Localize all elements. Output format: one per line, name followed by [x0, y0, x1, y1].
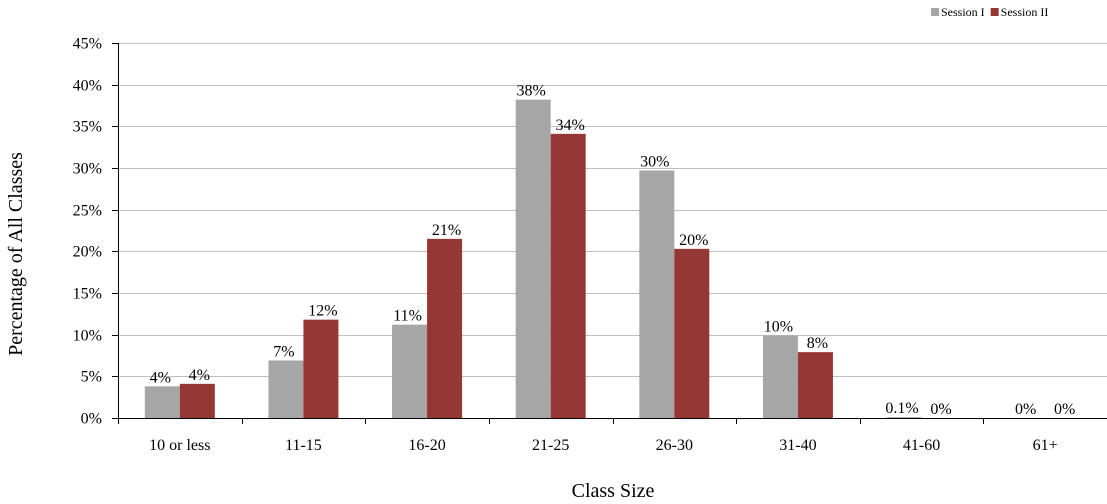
y-tick-label: 45%: [73, 36, 102, 53]
category-label: 16-20: [408, 437, 445, 454]
bar: [674, 248, 710, 418]
category-label: 31-40: [779, 437, 816, 454]
legend-label: Session II: [1001, 5, 1049, 19]
bars: [144, 99, 922, 419]
data-label: 34%: [556, 117, 585, 134]
bar: [303, 319, 339, 418]
data-label: 0%: [1054, 401, 1075, 418]
category-label: 11-15: [285, 437, 322, 454]
y-tick-label: 0%: [81, 411, 102, 428]
axes: 0% 5% 10% 15% 20% 25% 30% 35% 40% 45% 10 or less 11…: [73, 36, 1107, 454]
data-label: 4%: [189, 367, 210, 384]
y-tick-label: 10%: [73, 328, 102, 345]
bar: [639, 170, 675, 418]
y-tick-label: 25%: [73, 203, 102, 220]
bar: [392, 324, 428, 418]
bar: [515, 99, 551, 419]
data-label: 21%: [432, 222, 461, 239]
category-label: 26-30: [656, 437, 693, 454]
data-label: 30%: [640, 154, 669, 171]
category-label: 41-60: [903, 437, 940, 454]
category-label: 21-25: [532, 437, 569, 454]
x-axis-title: Class Size: [572, 480, 655, 502]
data-label: 7%: [273, 344, 294, 361]
y-tick-label: 5%: [81, 369, 102, 386]
bar: [762, 335, 798, 418]
data-labels: 4% 7% 11% 38% 30% 10% 0.1% 0% 4% 12% 21% 34% 20% 8% 0%…: [150, 83, 1076, 418]
gridlines: [118, 43, 1107, 377]
bar: [144, 386, 180, 418]
data-label: 20%: [679, 232, 708, 249]
y-tick-label: 20%: [73, 244, 102, 261]
bar: [427, 238, 463, 418]
y-axis-title: Percentage of All Classes: [5, 152, 27, 356]
y-tick-label: 40%: [73, 78, 102, 95]
y-tick-label: 30%: [73, 161, 102, 178]
y-tick-label: 15%: [73, 286, 102, 303]
legend-label: Session I: [941, 5, 985, 19]
data-label: 10%: [764, 319, 793, 336]
legend-swatch: [990, 8, 999, 16]
category-label: 10 or less: [149, 437, 210, 454]
bar: [797, 352, 833, 418]
y-tick-label: 35%: [73, 119, 102, 136]
legend-swatch: [931, 8, 939, 16]
data-label: 8%: [807, 335, 828, 352]
category-label: 61+: [1033, 437, 1058, 454]
data-label: 0.1%: [885, 400, 918, 417]
data-label: 38%: [517, 83, 546, 100]
data-label: 11%: [393, 308, 422, 325]
data-label: 12%: [308, 303, 337, 320]
bar: [886, 417, 922, 418]
data-label: 4%: [150, 369, 171, 386]
data-label: 0%: [930, 401, 951, 418]
bar: [550, 133, 586, 419]
bar: [268, 360, 304, 418]
data-label: 0%: [1015, 401, 1036, 418]
legend: Session I Session II: [931, 5, 1048, 19]
bar: [179, 383, 215, 418]
